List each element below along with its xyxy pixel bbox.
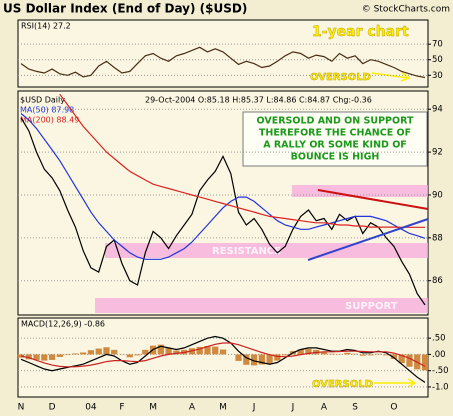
histogram-bar	[282, 354, 289, 356]
x-tick-label: M	[219, 403, 227, 413]
histogram-bar	[87, 350, 95, 355]
x-tick-label: 04	[85, 403, 97, 413]
macd-panel	[17, 317, 429, 398]
histogram-bar	[204, 345, 211, 355]
histogram-bar	[390, 354, 398, 359]
histogram-bar	[142, 349, 149, 355]
histogram-bar	[103, 347, 110, 355]
callout: OVERSOLD AND ON SUPPORT	[257, 116, 414, 127]
y-tick-label: 88	[432, 233, 443, 243]
histogram-bar	[320, 352, 328, 355]
histogram-bar	[266, 354, 273, 364]
y-tick-label: .50	[432, 334, 446, 344]
histogram-bar	[64, 354, 71, 356]
histogram-bar	[274, 354, 281, 361]
y-tick-label: 50	[432, 55, 443, 65]
legend-price: $USD Daily	[20, 96, 65, 105]
histogram-bar	[258, 354, 265, 365]
x-tick-label: S	[352, 403, 358, 413]
histogram-bar	[196, 346, 203, 355]
y-tick-label: 86	[432, 276, 443, 286]
quote: 29-Oct-2004 O:85.18 H:85.37 L:84.86 C:84…	[145, 96, 372, 105]
series-line	[20, 117, 426, 306]
y-tick-label: 70	[432, 40, 443, 50]
histogram-bar	[406, 354, 413, 367]
x-tick-label: N	[18, 403, 25, 413]
histogram-bar	[72, 353, 79, 355]
annotation: RESISTANCE	[212, 246, 281, 257]
y-tick-label: 30	[432, 71, 443, 81]
y-tick-label: .00	[432, 350, 446, 360]
callout: A RALLY OR SOME KIND OF	[263, 140, 407, 151]
legend-ma200: MA(200) 88.49	[20, 116, 79, 125]
histogram-bar	[243, 354, 250, 365]
annotation: OVERSOLD	[310, 72, 371, 83]
legend-macd: MACD(12,26,9) -0.86	[21, 320, 105, 329]
series-line	[20, 113, 426, 260]
callout-box	[242, 111, 428, 167]
legend-ma50: MA(50) 87.98	[20, 106, 74, 115]
histogram-bar	[421, 354, 429, 371]
histogram-bar	[111, 349, 118, 355]
y-tick-label: -.50	[432, 366, 449, 376]
histogram-bar	[250, 354, 258, 366]
histogram-bar	[344, 352, 351, 355]
callout: THEREFORE THE CHANCE OF	[259, 128, 411, 139]
histogram-bar	[383, 354, 390, 356]
histogram-bar	[367, 354, 374, 356]
x-tick-label: J	[291, 403, 295, 413]
y-tick-label: 92	[432, 148, 443, 158]
x-tick-label: F	[119, 403, 124, 413]
trend-line	[307, 218, 429, 261]
upper-band	[292, 185, 428, 197]
trend-line	[317, 189, 429, 210]
annotation: SUPPORT	[345, 301, 398, 312]
histogram-bar	[56, 354, 63, 358]
credit: © StockCharts.com	[362, 5, 450, 15]
histogram-bar	[25, 354, 32, 360]
x-tick-label: O	[390, 403, 397, 413]
histogram-bar	[219, 349, 227, 355]
x-tick-label: M	[149, 403, 157, 413]
histogram-bar	[398, 354, 405, 364]
histogram-bar	[328, 353, 335, 355]
histogram-bar	[48, 354, 56, 360]
y-tick-label: -1.0	[432, 382, 449, 392]
series-line	[20, 46, 426, 79]
histogram-bar	[359, 354, 366, 356]
histogram-bar	[173, 350, 180, 355]
histogram-bar	[80, 352, 87, 355]
histogram-bar	[375, 353, 382, 355]
legend-rsi: RSI(14) 27.2	[21, 22, 71, 31]
histogram-bar	[95, 348, 102, 355]
y-tick-label: 90	[432, 190, 443, 200]
histogram-bar	[41, 354, 48, 361]
arrow	[374, 378, 417, 388]
support-band	[95, 298, 428, 313]
histogram-bar	[134, 354, 141, 356]
y-tick-label: 94	[432, 105, 443, 115]
callout: BOUNCE IS HIGH	[291, 152, 380, 163]
histogram-bar	[351, 353, 359, 355]
histogram-bar	[157, 344, 164, 355]
series-line	[59, 93, 425, 228]
chart-title: US Dollar Index (End of Day) ($USD)	[3, 2, 247, 16]
histogram-bar	[33, 354, 40, 360]
histogram-bar	[305, 348, 312, 355]
annotation: 1-year chart	[312, 24, 409, 40]
histogram-bar	[297, 349, 304, 355]
x-tick-label: A	[189, 403, 196, 413]
histogram-bar	[126, 354, 133, 358]
series-line	[20, 342, 426, 368]
x-tick-label: A	[321, 403, 328, 413]
x-tick-label: J	[252, 403, 256, 413]
histogram-bar	[212, 346, 219, 355]
histogram-bar	[235, 354, 242, 361]
x-tick-label: D	[49, 403, 56, 413]
annotation: OVERSOLD	[312, 379, 373, 390]
histogram-bar	[165, 347, 172, 355]
